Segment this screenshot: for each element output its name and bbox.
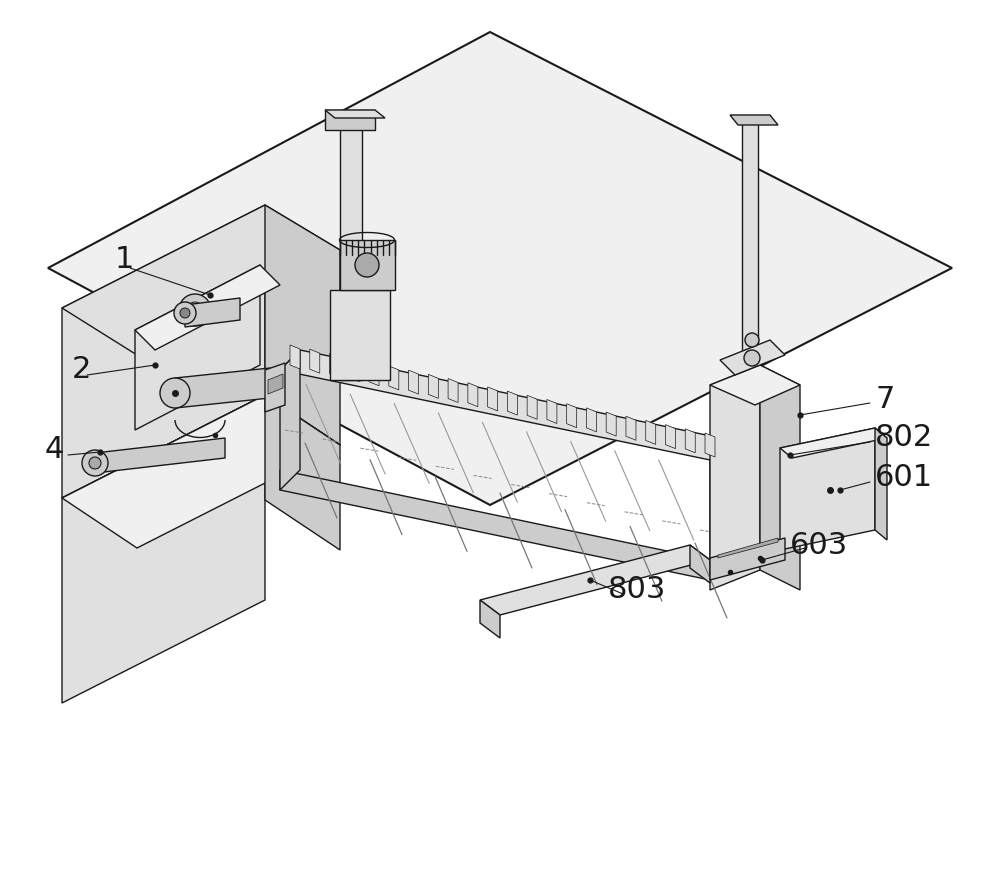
Polygon shape <box>135 265 260 430</box>
Circle shape <box>355 253 379 277</box>
Polygon shape <box>507 392 517 415</box>
Text: 2: 2 <box>72 356 91 385</box>
Polygon shape <box>62 395 340 548</box>
Polygon shape <box>280 470 710 580</box>
Polygon shape <box>488 387 498 411</box>
Polygon shape <box>340 240 395 290</box>
Polygon shape <box>389 366 399 390</box>
Polygon shape <box>480 545 710 615</box>
Circle shape <box>187 302 203 318</box>
Polygon shape <box>690 545 710 583</box>
Polygon shape <box>685 429 695 453</box>
Polygon shape <box>325 110 385 118</box>
Polygon shape <box>369 362 379 385</box>
Text: 1: 1 <box>115 246 134 275</box>
Polygon shape <box>710 538 785 580</box>
Polygon shape <box>62 395 265 703</box>
Text: 601: 601 <box>875 464 933 493</box>
Polygon shape <box>265 205 340 445</box>
Polygon shape <box>527 395 537 419</box>
Polygon shape <box>665 425 675 448</box>
Polygon shape <box>547 399 557 424</box>
Polygon shape <box>875 428 887 540</box>
Polygon shape <box>428 374 438 399</box>
Polygon shape <box>742 120 758 360</box>
Circle shape <box>180 308 190 318</box>
Circle shape <box>160 378 190 408</box>
Text: 7: 7 <box>875 385 894 414</box>
Polygon shape <box>730 115 778 125</box>
Polygon shape <box>265 395 340 550</box>
Circle shape <box>174 302 196 324</box>
Polygon shape <box>606 412 616 436</box>
Polygon shape <box>268 374 283 394</box>
Polygon shape <box>448 378 458 403</box>
Polygon shape <box>340 115 362 380</box>
Polygon shape <box>185 298 240 327</box>
Polygon shape <box>710 365 760 590</box>
Polygon shape <box>710 365 800 405</box>
Text: 803: 803 <box>608 576 666 604</box>
Polygon shape <box>175 368 270 408</box>
Polygon shape <box>780 428 887 458</box>
Text: 603: 603 <box>790 530 848 560</box>
Polygon shape <box>62 205 340 355</box>
Polygon shape <box>290 345 300 369</box>
Polygon shape <box>760 365 800 590</box>
Text: 802: 802 <box>875 424 933 453</box>
Polygon shape <box>48 32 952 505</box>
Polygon shape <box>586 408 596 432</box>
Circle shape <box>89 457 101 469</box>
Polygon shape <box>265 363 285 412</box>
Polygon shape <box>409 370 419 394</box>
Polygon shape <box>626 416 636 440</box>
Polygon shape <box>330 290 390 380</box>
Polygon shape <box>95 438 225 473</box>
Polygon shape <box>705 433 715 457</box>
Polygon shape <box>310 349 320 373</box>
Polygon shape <box>330 353 340 378</box>
Polygon shape <box>720 340 785 375</box>
Text: 4: 4 <box>45 435 64 465</box>
Circle shape <box>179 294 211 326</box>
Polygon shape <box>780 428 875 550</box>
Polygon shape <box>325 110 375 130</box>
Polygon shape <box>710 440 730 580</box>
Circle shape <box>745 333 759 347</box>
Polygon shape <box>349 358 359 382</box>
Polygon shape <box>62 395 340 548</box>
Polygon shape <box>135 265 280 350</box>
Polygon shape <box>62 205 265 498</box>
Polygon shape <box>468 383 478 406</box>
Circle shape <box>82 450 108 476</box>
Polygon shape <box>646 420 656 445</box>
Polygon shape <box>280 350 300 490</box>
Circle shape <box>744 350 760 366</box>
Polygon shape <box>480 600 500 638</box>
Polygon shape <box>567 404 577 427</box>
Polygon shape <box>718 538 778 558</box>
Polygon shape <box>280 350 730 460</box>
